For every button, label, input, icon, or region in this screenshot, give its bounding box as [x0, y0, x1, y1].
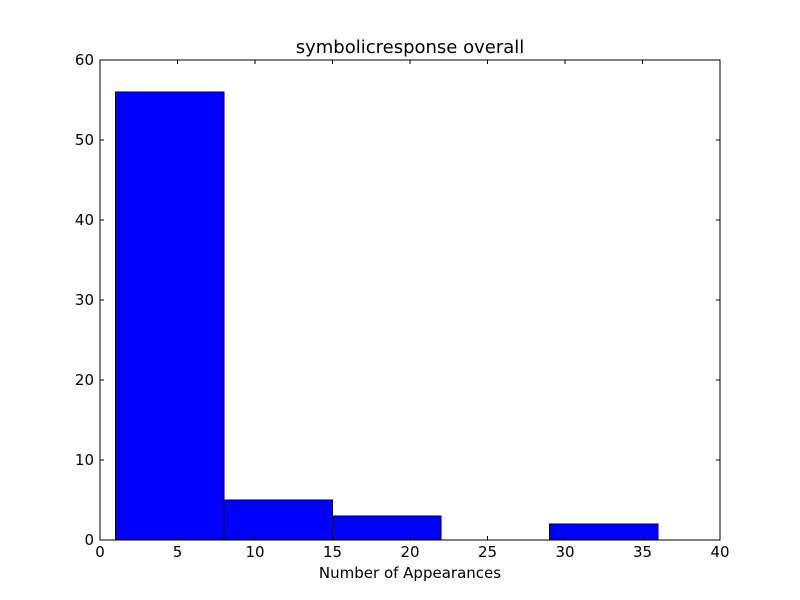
plot-frame	[99, 59, 721, 541]
y-tick-label: 0	[84, 531, 94, 549]
bars-group	[115, 91, 659, 541]
x-tick-label: 15	[323, 543, 342, 561]
x-tick-label: 30	[555, 543, 574, 561]
x-tick-label: 0	[95, 543, 105, 561]
y-tick-label: 30	[75, 291, 94, 309]
x-tick-label: 20	[400, 543, 419, 561]
y-tick-label: 20	[75, 371, 94, 389]
y-tick-label: 60	[75, 51, 94, 69]
histogram-bar-1	[223, 499, 333, 541]
histogram-bar-4	[549, 523, 659, 541]
x-tick-label: 5	[173, 543, 183, 561]
x-tick-label: 35	[633, 543, 652, 561]
y-tick-label: 50	[75, 131, 94, 149]
x-axis-label: Number of Appearances	[319, 564, 501, 582]
y-tick-label: 10	[75, 451, 94, 469]
ticks-group: 0 5 10 15 20 25 30 35 40 0 10 20 30 40 50 60	[75, 51, 730, 561]
y-tick-label: 40	[75, 211, 94, 229]
histogram-bar-2	[332, 515, 442, 541]
histogram-bar-0	[115, 91, 225, 541]
x-tick-label: 10	[245, 543, 264, 561]
chart-title: symbolicresponse overall	[296, 37, 525, 58]
x-tick-label: 25	[478, 543, 497, 561]
x-tick-label: 40	[710, 543, 729, 561]
